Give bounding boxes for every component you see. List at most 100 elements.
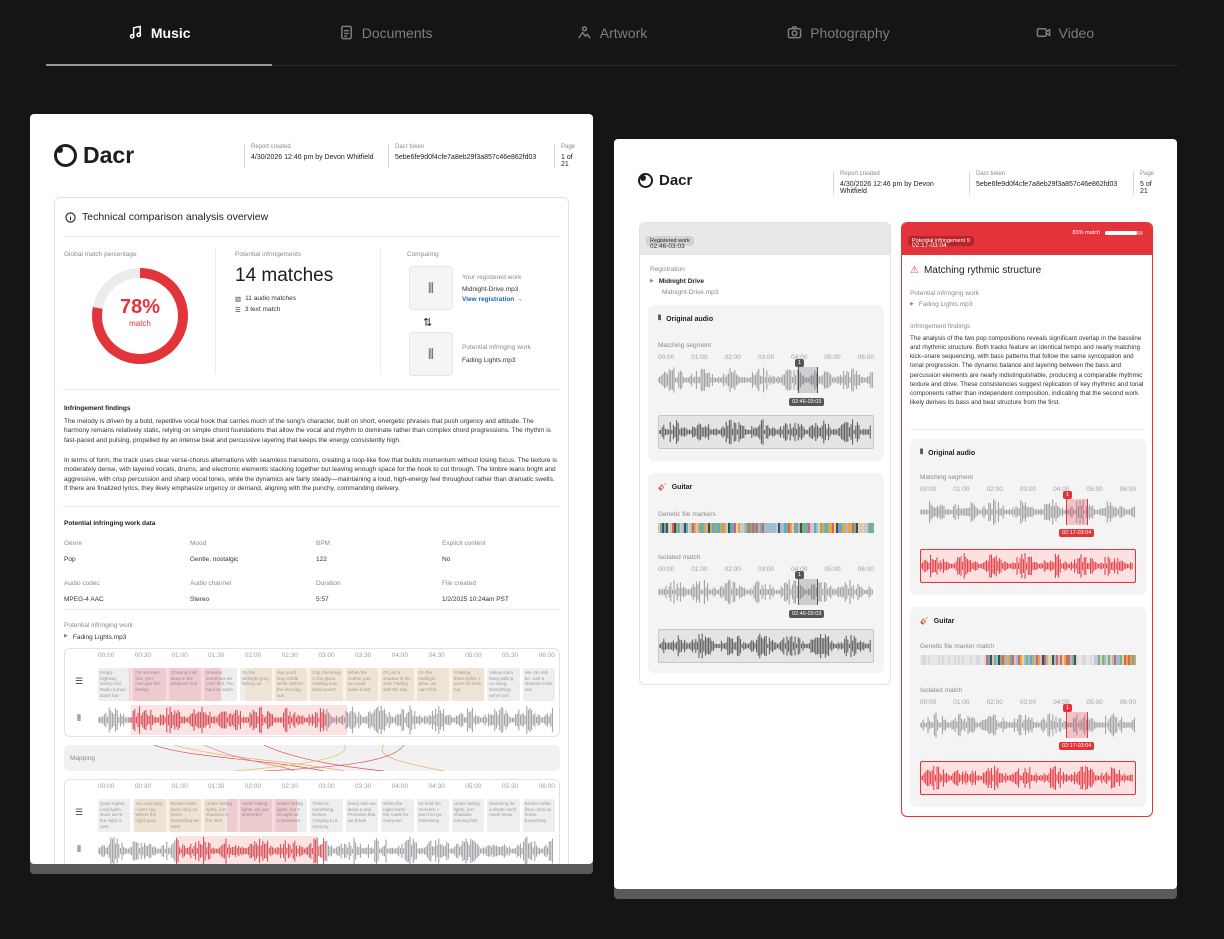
infringement-time: 02:17-03:04 [912, 242, 947, 249]
marker-bar [1132, 655, 1134, 665]
meta-bpm: BPM 122 [316, 540, 442, 564]
marker-bar [748, 523, 750, 533]
marker-bar [996, 655, 998, 665]
marker-bar [856, 523, 858, 533]
marker-bar [1114, 655, 1116, 665]
registered-work-panel: Registered work 02:46-03:03 Registration… [639, 222, 891, 685]
tab-documents[interactable]: Documents [272, 0, 498, 65]
meta-key: Explicit content [442, 540, 486, 547]
lyric-match-highlight [245, 668, 485, 701]
marker-bar [1010, 655, 1012, 665]
marker-bar [742, 523, 744, 533]
waveform [658, 579, 874, 605]
meta-explicit: Explicit content No [442, 540, 568, 564]
page-number: 5 of 21 [1140, 181, 1152, 195]
tab-video[interactable]: Video [952, 0, 1178, 65]
play-icon[interactable]: ▶ [64, 633, 68, 639]
marker-bar [1038, 655, 1040, 665]
segment-marker: 1 [795, 571, 805, 579]
segment-highlight[interactable] [798, 579, 818, 605]
reg-title-text: Midnight Drive [658, 278, 704, 285]
marker-bar [952, 655, 954, 665]
marker-bar [746, 523, 748, 533]
marker-bar [820, 523, 822, 533]
marker-bar [788, 523, 790, 533]
marker-bar [1122, 655, 1124, 665]
marker-bar [844, 523, 846, 533]
marker-bar [694, 523, 696, 533]
work-data-title: Potential infringing work data [64, 520, 156, 527]
tick-label: 05:00 [465, 783, 482, 790]
marker-bar [1088, 655, 1090, 665]
marker-bar [730, 523, 732, 533]
waveform [98, 836, 555, 864]
marker-bar [872, 523, 874, 533]
tab-photography[interactable]: Photography [725, 0, 951, 65]
lyric-block: When the night burns the roads for every… [381, 799, 414, 832]
marker-bar [666, 523, 668, 533]
segment-highlight[interactable] [1066, 712, 1088, 738]
marker-bar [998, 655, 1000, 665]
tab-music[interactable]: Music [46, 0, 273, 66]
marker-bar [978, 655, 980, 665]
match-progress-bar [1105, 231, 1143, 235]
mapping-lines [153, 745, 445, 771]
tick-label: 03:00 [757, 566, 775, 573]
view-registration-link[interactable]: View registration → [462, 296, 523, 303]
marker-bar [950, 655, 952, 665]
tick-label: 02:00 [986, 699, 1003, 706]
marker-bar [832, 523, 834, 533]
tick-label: 02:00 [724, 354, 741, 361]
infringing-work-label: Potential infringing work [910, 290, 980, 297]
meta-key: Mood [190, 540, 207, 547]
marker-bar [1108, 655, 1110, 665]
marker-bar [1082, 655, 1084, 665]
tick-label: 02:30 [281, 783, 298, 790]
segment-highlight[interactable] [1066, 499, 1088, 525]
marker-bar [938, 655, 940, 665]
tick-label: 00:00 [98, 652, 115, 659]
marker-bar [970, 655, 972, 665]
infringement-title-text: Matching rythmic structure [923, 265, 1042, 276]
lyric-block: Under fading lights, just shadows runnin… [451, 799, 485, 832]
play-icon[interactable]: ▶ [650, 278, 654, 284]
tick-label: 04:00 [1053, 486, 1070, 493]
marker-bar [1080, 655, 1082, 665]
marker-bar [740, 523, 742, 533]
lyrics-icon: ☰ [75, 807, 84, 817]
registered-chip: Registered work [646, 229, 694, 247]
segment-highlight[interactable] [798, 367, 818, 393]
tick-label: 00:00 [920, 699, 937, 706]
marker-bar [1064, 655, 1066, 665]
tab-artwork[interactable]: Artwork [499, 0, 725, 65]
percent-value: 78% [119, 296, 161, 318]
marker-bar [722, 523, 724, 533]
timeline-work-label: Potential infringing work [64, 622, 134, 629]
lyric-block: I'm not even fine, yet i can't get this … [133, 668, 166, 701]
marker-bar [1104, 655, 1106, 665]
play-icon[interactable]: ▶ [910, 301, 914, 307]
text-matches: ☰ 3 text match [235, 306, 280, 314]
tick-label: 02:30 [281, 652, 298, 659]
marker-bar [1008, 655, 1010, 665]
waveform-graphic [659, 419, 871, 445]
chip-text: Registered work [646, 236, 694, 246]
infringing-timeline: 00:00 00:30 01:00 01:30 02:00 02:30 03:00 03:30… [64, 648, 560, 737]
marker-bar [812, 523, 814, 533]
marker-bar [1128, 655, 1130, 665]
tab-label: Photography [810, 24, 890, 41]
tick-label: 03:00 [757, 354, 775, 361]
waveform-icon: ⦀ [658, 315, 662, 322]
tick-label: 02:00 [244, 783, 262, 790]
lyric-block: You said stay, I can't say. Where the ni… [133, 799, 166, 832]
waveform-icon: ⦀ [920, 449, 924, 456]
infringing-work-label: Potential infringing work [462, 344, 532, 351]
tick-label: 00:00 [658, 354, 675, 361]
marker-bar [1046, 655, 1048, 665]
lyric-block: We can still be. Just a shadow in the se… [522, 668, 556, 701]
tick-label: 03:00 [318, 783, 335, 790]
waveform [921, 553, 1135, 579]
marker-bar [664, 523, 666, 533]
guitar-icon: 🎸 [658, 484, 667, 491]
work-data-grid: Genre Pop Mood Gentle, nostalgic BPM 122 Ex… [64, 540, 568, 605]
